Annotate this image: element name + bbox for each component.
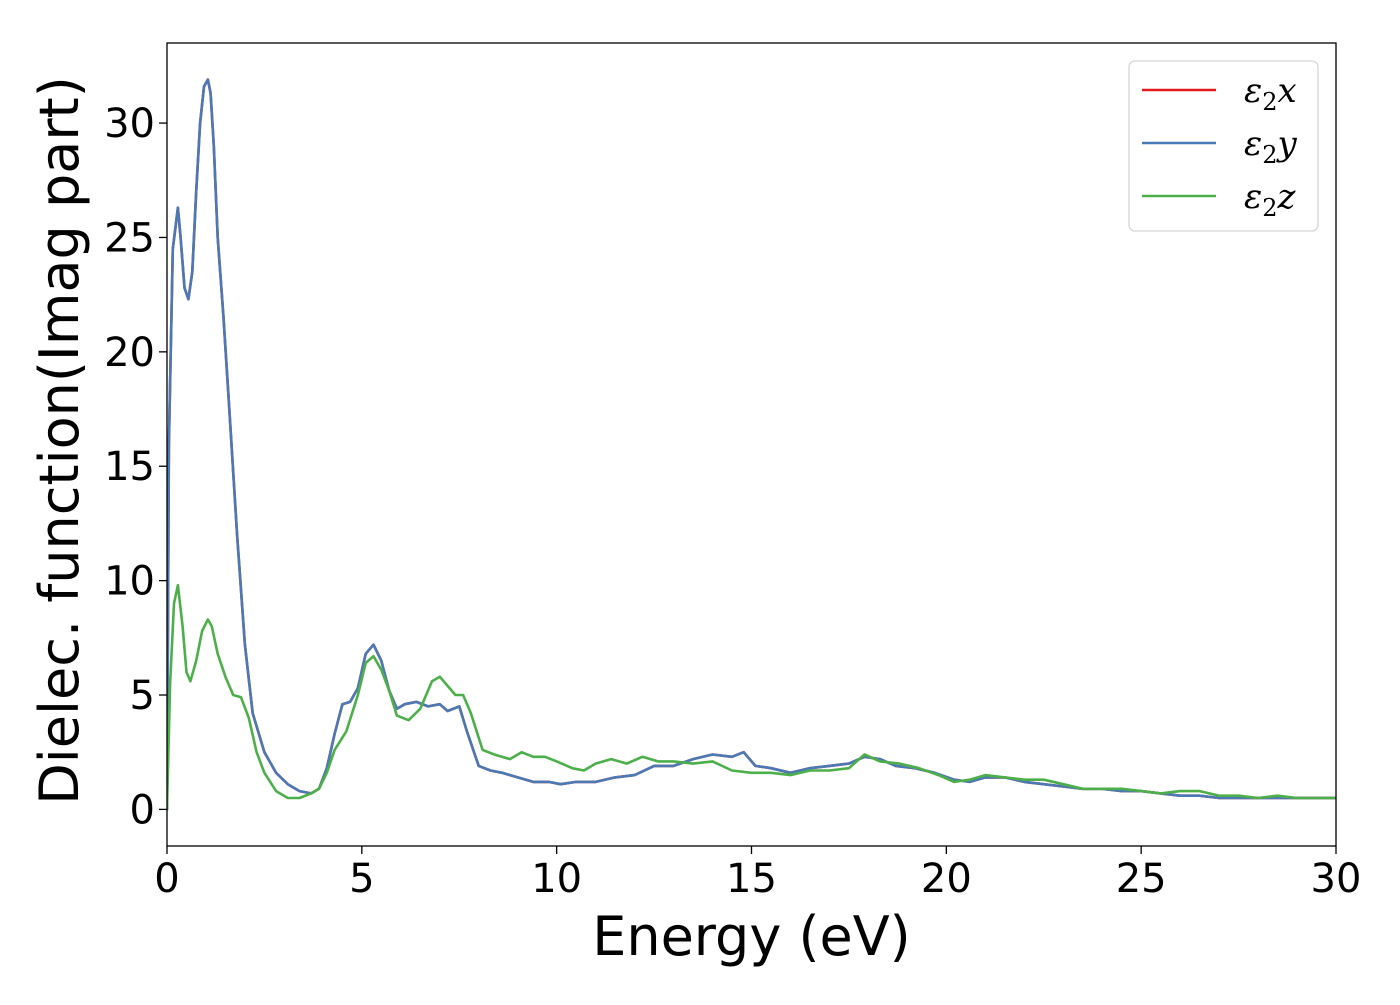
legend: ε2x ε2y ε2z <box>1128 60 1319 232</box>
x-tick-label: 5 <box>349 856 374 902</box>
series-line-2 <box>167 78 1336 811</box>
legend-label-1: ε2x <box>1244 71 1297 116</box>
y-tick-label: 20 <box>104 330 155 376</box>
y-tick-label: 0 <box>130 787 155 833</box>
x-tick-label: 25 <box>1116 856 1167 902</box>
y-tick-label: 10 <box>104 559 155 605</box>
series-group <box>167 78 1336 811</box>
y-axis: 0 5 10 15 20 25 30 <box>104 101 167 833</box>
x-tick-label: 20 <box>921 856 972 902</box>
x-tick-label: 10 <box>531 856 582 902</box>
y-axis-title: Dielec. function(Imag part) <box>28 76 91 805</box>
x-tick-label: 0 <box>154 856 179 902</box>
legend-label-2: ε2y <box>1244 124 1298 169</box>
series-line-3 <box>167 583 1336 811</box>
x-tick-label: 15 <box>726 856 777 902</box>
y-tick-label: 15 <box>104 444 155 490</box>
y-tick-label: 25 <box>104 215 155 261</box>
x-axis-title: Energy (eV) <box>592 905 911 968</box>
y-tick-label: 5 <box>130 673 155 719</box>
x-axis: 0 5 10 15 20 25 30 <box>154 846 1361 902</box>
y-tick-label: 30 <box>104 101 155 147</box>
legend-label-3: ε2z <box>1244 177 1297 222</box>
legend-box <box>1128 60 1319 232</box>
x-tick-label: 30 <box>1311 856 1362 902</box>
